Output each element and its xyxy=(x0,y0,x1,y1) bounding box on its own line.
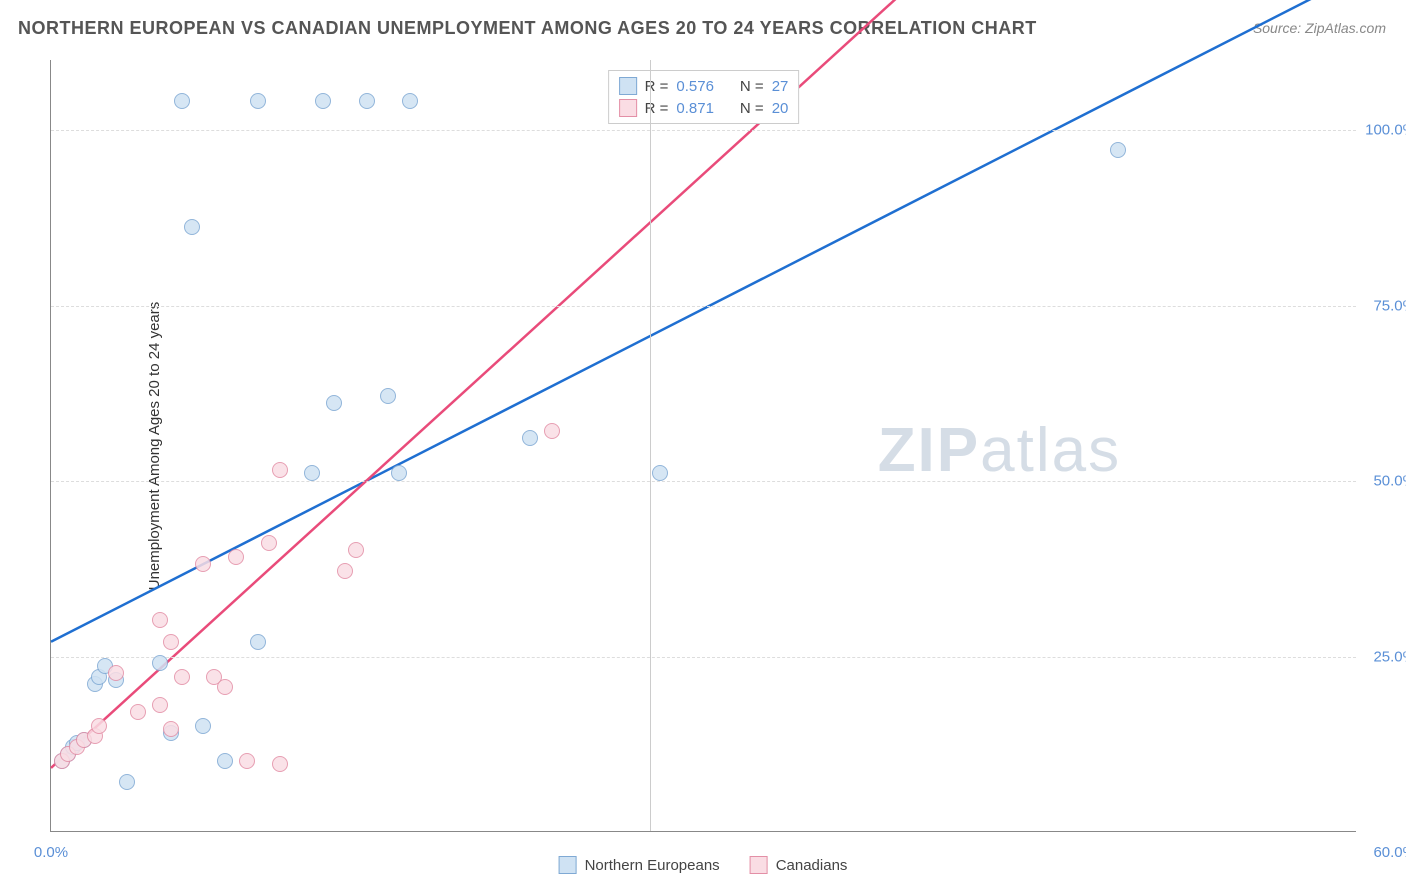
y-tick-label: 25.0% xyxy=(1373,648,1406,665)
swatch-icon xyxy=(750,856,768,874)
watermark-light: atlas xyxy=(980,416,1121,485)
data-point xyxy=(359,93,375,109)
data-point xyxy=(119,774,135,790)
gridline-h xyxy=(51,306,1356,307)
data-point xyxy=(250,634,266,650)
plot-area: ZIPatlas R = 0.576 N = 27 R = 0.871 N = … xyxy=(50,60,1356,832)
regression-lines xyxy=(51,60,1356,831)
n-value: 20 xyxy=(772,100,789,117)
watermark-bold: ZIP xyxy=(878,416,980,485)
x-tick-label-right: 60.0% xyxy=(1373,844,1406,861)
swatch-icon xyxy=(619,77,637,95)
data-point xyxy=(380,388,396,404)
data-point xyxy=(152,697,168,713)
chart-title: NORTHERN EUROPEAN VS CANADIAN UNEMPLOYME… xyxy=(18,18,1037,39)
legend-label: Northern Europeans xyxy=(585,857,720,874)
data-point xyxy=(130,704,146,720)
data-point xyxy=(174,669,190,685)
n-value: 27 xyxy=(772,78,789,95)
n-label: N = xyxy=(740,100,764,117)
data-point xyxy=(184,219,200,235)
correlation-row-1: R = 0.871 N = 20 xyxy=(619,97,789,119)
r-label: R = xyxy=(645,100,669,117)
source-label: Source: ZipAtlas.com xyxy=(1253,20,1386,36)
swatch-icon xyxy=(559,856,577,874)
data-point xyxy=(217,753,233,769)
data-point xyxy=(250,93,266,109)
data-point xyxy=(337,563,353,579)
gridline-h xyxy=(51,481,1356,482)
r-value: 0.871 xyxy=(676,100,714,117)
data-point xyxy=(91,718,107,734)
swatch-icon xyxy=(619,99,637,117)
data-point xyxy=(272,756,288,772)
r-value: 0.576 xyxy=(676,78,714,95)
data-point xyxy=(163,634,179,650)
data-point xyxy=(152,612,168,628)
data-point xyxy=(163,721,179,737)
gridline-h xyxy=(51,657,1356,658)
data-point xyxy=(195,556,211,572)
gridline-v xyxy=(650,60,651,831)
series-legend: Northern Europeans Canadians xyxy=(559,856,848,874)
data-point xyxy=(391,465,407,481)
data-point xyxy=(195,718,211,734)
chart-container: NORTHERN EUROPEAN VS CANADIAN UNEMPLOYME… xyxy=(0,0,1406,892)
data-point xyxy=(152,655,168,671)
legend-item-1: Canadians xyxy=(750,856,848,874)
gridline-h xyxy=(51,130,1356,131)
watermark: ZIPatlas xyxy=(878,415,1121,486)
data-point xyxy=(348,542,364,558)
data-point xyxy=(217,679,233,695)
data-point xyxy=(239,753,255,769)
r-label: R = xyxy=(645,78,669,95)
data-point xyxy=(402,93,418,109)
y-tick-label: 100.0% xyxy=(1365,122,1406,139)
data-point xyxy=(544,423,560,439)
data-point xyxy=(522,430,538,446)
y-tick-label: 75.0% xyxy=(1373,297,1406,314)
correlation-legend: R = 0.576 N = 27 R = 0.871 N = 20 xyxy=(608,70,800,124)
data-point xyxy=(315,93,331,109)
data-point xyxy=(304,465,320,481)
legend-item-0: Northern Europeans xyxy=(559,856,720,874)
data-point xyxy=(228,549,244,565)
data-point xyxy=(652,465,668,481)
data-point xyxy=(326,395,342,411)
data-point xyxy=(174,93,190,109)
x-tick-label-left: 0.0% xyxy=(34,844,68,861)
correlation-row-0: R = 0.576 N = 27 xyxy=(619,75,789,97)
y-tick-label: 50.0% xyxy=(1373,473,1406,490)
n-label: N = xyxy=(740,78,764,95)
data-point xyxy=(108,665,124,681)
data-point xyxy=(1110,142,1126,158)
data-point xyxy=(272,462,288,478)
data-point xyxy=(261,535,277,551)
legend-label: Canadians xyxy=(776,857,848,874)
